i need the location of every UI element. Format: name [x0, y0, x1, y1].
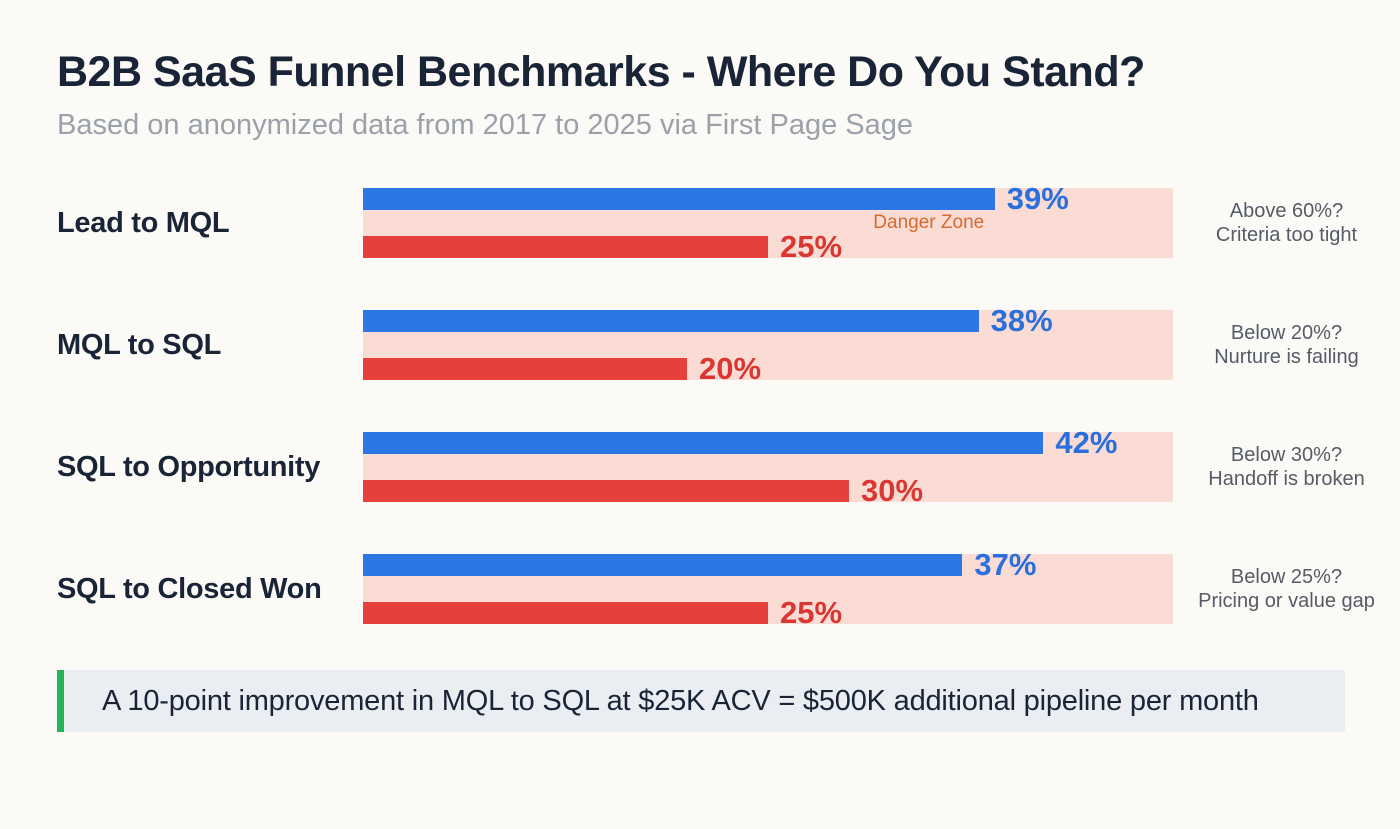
red-bar-value-label: 25%: [780, 595, 843, 631]
red-bar-value-label: 30%: [861, 473, 924, 509]
threshold-annotation: Below 25%? Pricing or value gap: [1173, 565, 1400, 614]
stage-label: MQL to SQL: [57, 328, 222, 361]
danger-zone-label: Danger Zone: [873, 212, 985, 234]
threshold-consequence: Nurture is failing: [1214, 346, 1359, 369]
danger-zone-band: 39% Danger Zone 25%: [363, 181, 1173, 265]
red-bar-line: 25%: [363, 595, 1173, 631]
stage-label: SQL to Closed Won: [57, 572, 322, 605]
blue-bar-line: 39%: [363, 181, 1173, 217]
red-bar-value-label: 25%: [780, 229, 843, 265]
stage-label: Lead to MQL: [57, 206, 230, 239]
blue-bar-value-label: 38%: [990, 303, 1053, 339]
benchmark-bar-red: [363, 480, 849, 503]
threshold-annotation: Above 60%? Criteria too tight: [1173, 199, 1400, 248]
blue-bar-value-label: 42%: [1055, 425, 1118, 461]
threshold-question: Below 25%?: [1230, 565, 1343, 588]
threshold-annotation: Below 30%? Handoff is broken: [1173, 443, 1400, 492]
chart-row: SQL to Closed Won 37% 25% Below 25%? Pri…: [57, 547, 1400, 631]
benchmark-bar-blue: [363, 310, 979, 333]
blue-bar-line: 42%: [363, 425, 1173, 461]
chart-row: MQL to SQL 38% 20% Below 20%? Nurture is…: [57, 303, 1400, 387]
stage-label: SQL to Opportunity: [57, 450, 321, 483]
red-bar-line: 20%: [363, 351, 1173, 387]
danger-zone-band: 38% 20%: [363, 303, 1173, 387]
benchmark-bar-red: [363, 236, 768, 259]
threshold-question: Above 60%?: [1229, 199, 1344, 222]
red-bar-line: 30%: [363, 473, 1173, 509]
insight-callout-text: A 10-point improvement in MQL to SQL at …: [102, 684, 1259, 717]
chart-row: SQL to Opportunity 42% 30% Below 30%? Ha…: [57, 425, 1400, 509]
blue-bar-value-label: 37%: [974, 547, 1037, 583]
chart-row: Lead to MQL 39% Danger Zone 25% Above 60…: [57, 181, 1400, 265]
funnel-benchmarks-infographic: B2B SaaS Funnel Benchmarks - Where Do Yo…: [0, 48, 1400, 733]
threshold-consequence: Handoff is broken: [1208, 468, 1365, 491]
benchmark-bar-blue: [363, 188, 995, 211]
page-title: B2B SaaS Funnel Benchmarks - Where Do Yo…: [57, 48, 1145, 96]
danger-zone-band: 42% 30%: [363, 425, 1173, 509]
threshold-annotation: Below 20%? Nurture is failing: [1173, 321, 1400, 370]
threshold-question: Below 30%?: [1230, 443, 1343, 466]
threshold-consequence: Criteria too tight: [1215, 224, 1358, 247]
red-bar-value-label: 20%: [699, 351, 762, 387]
blue-bar-line: 38%: [363, 303, 1173, 339]
benchmark-bar-red: [363, 602, 768, 625]
blue-bar-line: 37%: [363, 547, 1173, 583]
benchmark-bar-chart: Lead to MQL 39% Danger Zone 25% Above 60…: [57, 181, 1400, 631]
threshold-consequence: Pricing or value gap: [1198, 590, 1375, 613]
blue-bar-value-label: 39%: [1006, 181, 1069, 217]
red-bar-line: 25%: [363, 229, 1173, 265]
benchmark-bar-blue: [363, 554, 963, 577]
benchmark-bar-red: [363, 358, 687, 381]
benchmark-bar-blue: [363, 432, 1044, 455]
danger-zone-band: 37% 25%: [363, 547, 1173, 631]
page-subtitle: Based on anonymized data from 2017 to 20…: [57, 109, 914, 142]
insight-callout: A 10-point improvement in MQL to SQL at …: [57, 670, 1345, 733]
threshold-question: Below 20%?: [1230, 321, 1343, 344]
